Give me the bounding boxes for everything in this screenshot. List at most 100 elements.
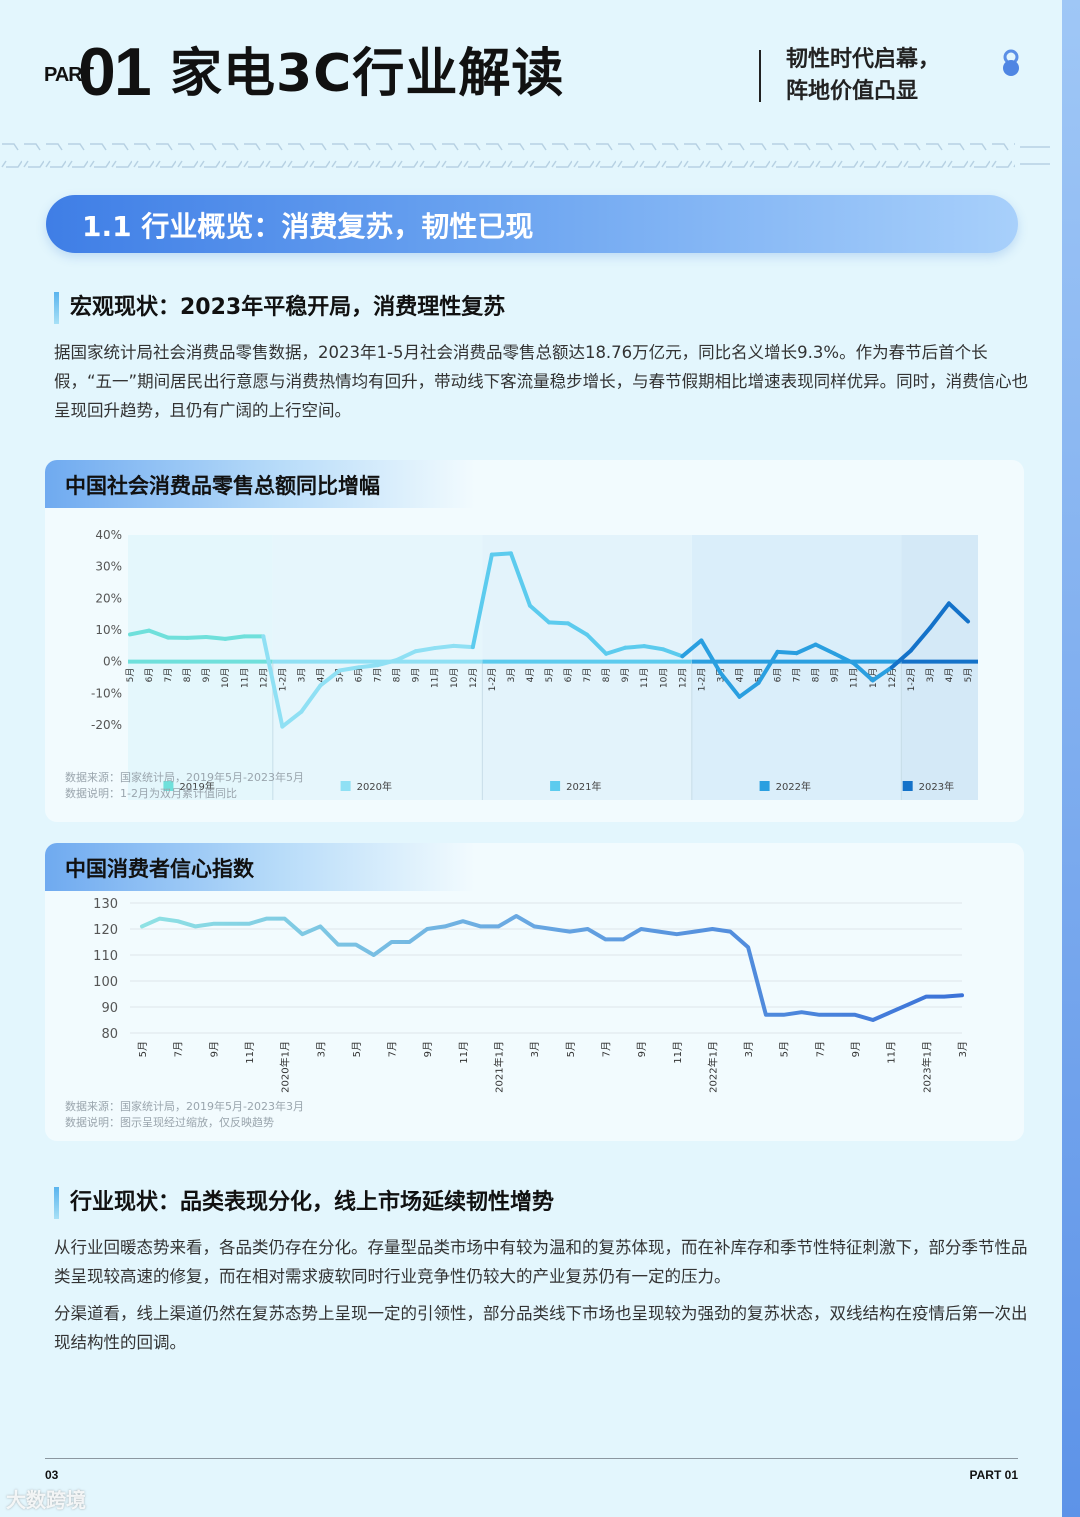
series-line-segment bbox=[508, 551, 532, 608]
x-tick-label: 3月 bbox=[529, 1041, 541, 1057]
macro-subheading-text: 宏观现状：2023年平稳开局，消费理性复苏 bbox=[70, 295, 506, 320]
x-tick-label: 7月 bbox=[582, 668, 593, 683]
x-tick-label: 4月 bbox=[315, 668, 326, 683]
series-line-segment bbox=[566, 621, 590, 637]
industry-subheading-text: 行业现状：品类表现分化，线上市场延续韧性增势 bbox=[70, 1190, 555, 1215]
series-line-segment bbox=[889, 648, 913, 670]
part-label-small: PART bbox=[44, 64, 94, 86]
chart-title-bar: 中国社会消费品零售总额同比增幅 bbox=[45, 460, 475, 508]
x-tick-label: 10月 bbox=[449, 668, 460, 688]
x-tick-label: 11月 bbox=[672, 1041, 684, 1064]
confidence-index-chart-card: 中国消费者信心指数 130 120 110 100 90 80 5月 7月 9月 11月 2020年… bbox=[45, 843, 1024, 1141]
x-tick-label: 9月 bbox=[830, 668, 841, 683]
x-tick-label: 8月 bbox=[182, 668, 193, 683]
y-tick-label: 10% bbox=[95, 623, 122, 637]
series-line-segment bbox=[280, 709, 304, 729]
industry-paragraph-1: 从行业回暖态势来看，各品类仍存在分化。存量型品类市场中有较为温和的复苏体现，而在… bbox=[54, 1238, 1028, 1286]
x-tick-label: 8月 bbox=[601, 668, 612, 683]
x-tick-label: 11月 bbox=[244, 1041, 256, 1064]
x-tick-label: 2021年1月 bbox=[493, 1041, 506, 1093]
x-tick-label: 7月 bbox=[600, 1041, 612, 1057]
series-line-segment bbox=[642, 644, 666, 652]
x-tick-label: 1-2月 bbox=[277, 668, 288, 692]
header-tagline: 韧性时代启幕， 阵地价值凸显 bbox=[786, 44, 940, 108]
series-line-segment bbox=[661, 647, 685, 659]
series-line-segment bbox=[832, 651, 856, 666]
series-line-segment bbox=[451, 643, 475, 650]
series-line-segment bbox=[585, 632, 609, 656]
series-line-segment bbox=[394, 649, 418, 663]
chart2-notes: 数据来源：国家统计局，2019年5月-2023年3月 数据说明：图示呈现经过缩放… bbox=[65, 1099, 304, 1131]
footer-divider bbox=[45, 1458, 1018, 1459]
chart1-notes: 数据来源：国家统计局，2019年5月-2023年5月 数据说明：1-2月为双月累… bbox=[65, 770, 304, 802]
x-tick-label: 11月 bbox=[239, 668, 250, 688]
x-tick-label: 3月 bbox=[296, 668, 307, 683]
y-tick-label: 100 bbox=[93, 975, 118, 990]
legend-swatch bbox=[902, 781, 913, 791]
decorative-dash-row-bottom bbox=[0, 157, 1050, 171]
series-line-segment bbox=[527, 603, 551, 625]
x-tick-label: 9月 bbox=[422, 1041, 434, 1057]
series-line-segment bbox=[623, 644, 647, 650]
series-line-segment bbox=[680, 638, 704, 659]
x-tick-label: 5月 bbox=[544, 668, 555, 683]
y-tick-label: 0% bbox=[103, 655, 122, 669]
y-tick-label: 120 bbox=[93, 923, 118, 938]
page-title: 家电3C行业解读 bbox=[170, 44, 565, 104]
y-tick-label: 110 bbox=[93, 949, 118, 964]
x-tick-label: 3月 bbox=[743, 1041, 755, 1057]
series-line-segment bbox=[432, 643, 456, 651]
chart1-source: 数据来源：国家统计局，2019年5月-2023年5月 bbox=[65, 771, 304, 784]
x-tick-label: 12月 bbox=[677, 668, 688, 688]
x-tick-label: 6月 bbox=[144, 668, 155, 683]
series-line-segment bbox=[299, 683, 323, 714]
x-tick-label: 9月 bbox=[636, 1041, 648, 1057]
x-tick-label: 6月 bbox=[563, 668, 574, 683]
confidence-index-chart-title: 中国消费者信心指数 bbox=[65, 857, 254, 881]
subheading-accent-bar bbox=[54, 1187, 59, 1219]
x-tick-label: 3月 bbox=[925, 668, 936, 683]
series-line-segment bbox=[946, 601, 970, 624]
section-banner-title: 1.1 行业概览：消费复苏，韧性已现 bbox=[82, 210, 534, 243]
x-tick-label: 8月 bbox=[811, 668, 822, 683]
legend-swatch bbox=[550, 781, 561, 791]
x-tick-label: 2020年1月 bbox=[279, 1041, 292, 1093]
series-line-segment bbox=[927, 601, 951, 631]
section-banner: 1.1 行业概览：消费复苏，韧性已现 bbox=[46, 195, 1018, 253]
series-line-segment bbox=[261, 634, 285, 729]
x-tick-label: 1-2月 bbox=[487, 668, 498, 692]
retail-growth-line-chart: 2019年 5月 6月 7月 8月 9月 10月 11月 12月 2020年 1-2月 3月 4月 5月 6… bbox=[91, 528, 978, 800]
macro-paragraph: 据国家统计局社会消费品零售数据，2023年1-5月社会消费品零售总额达18.76… bbox=[54, 343, 1029, 420]
x-tick-label: 5月 bbox=[779, 1041, 791, 1057]
y-tick-label: -10% bbox=[91, 686, 122, 700]
x-tick-label: 1-2月 bbox=[906, 668, 917, 692]
tagline-line-2: 阵地价值凸显 bbox=[786, 79, 919, 104]
x-tick-label: 4月 bbox=[734, 668, 745, 683]
x-tick-label: 5月 bbox=[963, 668, 974, 683]
series-line-segment bbox=[413, 646, 437, 654]
x-tick-label: 4月 bbox=[525, 668, 536, 683]
series-line-segment bbox=[718, 670, 742, 699]
y-tick-label: 30% bbox=[95, 560, 122, 574]
x-tick-label: 7月 bbox=[373, 668, 384, 683]
header-divider bbox=[759, 50, 761, 102]
series-line-segment bbox=[128, 628, 152, 637]
y-tick-label: 130 bbox=[93, 897, 118, 912]
x-tick-label: 2022年1月 bbox=[706, 1041, 719, 1093]
series-line-segment bbox=[470, 552, 494, 650]
series-line-segment bbox=[870, 665, 894, 683]
x-tick-label: 2023年1月 bbox=[920, 1041, 933, 1093]
legend-label: 2019年 bbox=[179, 780, 214, 793]
x-tick-label: 5月 bbox=[125, 668, 136, 683]
series-line-segment bbox=[204, 634, 228, 641]
series-line-segment bbox=[737, 680, 761, 699]
series-line-segment bbox=[489, 551, 513, 557]
x-tick-label: 12月 bbox=[887, 668, 898, 688]
x-tick-label: 9月 bbox=[850, 1041, 862, 1057]
x-tick-label: 3月 bbox=[315, 1041, 327, 1057]
legend-swatch bbox=[759, 781, 770, 791]
x-tick-label: 6月 bbox=[354, 668, 365, 683]
x-tick-label: 7月 bbox=[814, 1041, 826, 1057]
x-tick-label: 9月 bbox=[620, 668, 631, 683]
x-tick-label: 9月 bbox=[208, 1041, 220, 1057]
